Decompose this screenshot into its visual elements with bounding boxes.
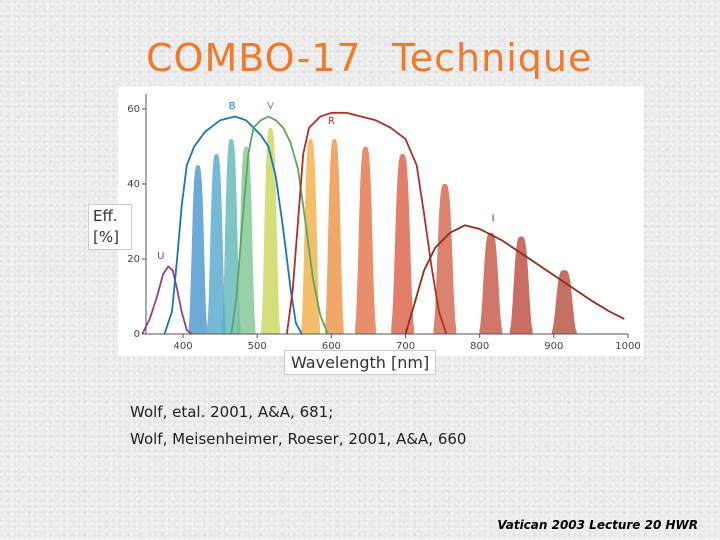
broadband-label-i: I (492, 214, 495, 225)
title-combo17: COMBO-17 (146, 36, 362, 80)
chart-svg: U B V R I 400 500 600 700 800 900 1000 0 20 40 60 (118, 86, 644, 356)
medium-band-filter-9 (433, 184, 457, 334)
medium-band-filter-2 (221, 139, 241, 334)
y-tick-label-40: 40 (127, 179, 140, 190)
x-tick-label-1000: 1000 (615, 341, 640, 352)
broadband-label-b: B (229, 101, 236, 112)
medium-band-filter-11 (509, 236, 533, 334)
broadband-curve-u (141, 265, 193, 335)
y-axis-label-line2: [%] (93, 228, 119, 246)
title-technique: Technique (392, 36, 593, 80)
broadband-curve-r (286, 111, 448, 335)
reference-2: Wolf, Meisenheimer, Roeser, 2001, A&A, 6… (130, 430, 467, 448)
y-axis-label-line1: Eff. (93, 207, 118, 225)
x-axis-label: Wavelength [nm] (284, 350, 437, 375)
y-axis-label: Eff. [%] (88, 204, 132, 250)
broadband-curve-v (230, 115, 329, 335)
x-tick-label-400: 400 (174, 341, 193, 352)
broadband-label-v: V (267, 101, 274, 112)
y-tick-label-60: 60 (127, 104, 140, 115)
medium-band-filter-6 (325, 139, 344, 334)
footer-lecture: Vatican 2003 Lecture 20 HWR (497, 518, 698, 532)
x-tick-label-700: 700 (396, 341, 415, 352)
x-tick-label-900: 900 (544, 341, 563, 352)
y-tick-label-20: 20 (127, 254, 140, 265)
medium-band-filter-4 (261, 127, 280, 334)
medium-band-filter-0 (188, 165, 208, 334)
broadband-label-u: U (157, 251, 164, 262)
medium-band-filter-7 (355, 146, 376, 334)
medium-band-filter-1 (207, 154, 226, 334)
x-tick-label-800: 800 (470, 341, 489, 352)
reference-1: Wolf, etal. 2001, A&A, 681; (130, 403, 334, 421)
broadband-label-r: R (328, 116, 335, 127)
medium-band-filter-3 (236, 146, 256, 334)
broadband-curve-b (163, 115, 303, 335)
x-tick-label-500: 500 (248, 341, 267, 352)
filter-curves-chart: U B V R I 400 500 600 700 800 900 1000 0 20 40 60 (118, 86, 644, 356)
medium-band-filter-10 (479, 232, 503, 334)
broadband-curve-i (404, 224, 625, 335)
x-tick-label-600: 600 (322, 341, 341, 352)
medium-band-filter-8 (391, 154, 414, 334)
y-tick-label-0: 0 (134, 329, 140, 340)
medium-band-filter-5 (301, 139, 320, 334)
